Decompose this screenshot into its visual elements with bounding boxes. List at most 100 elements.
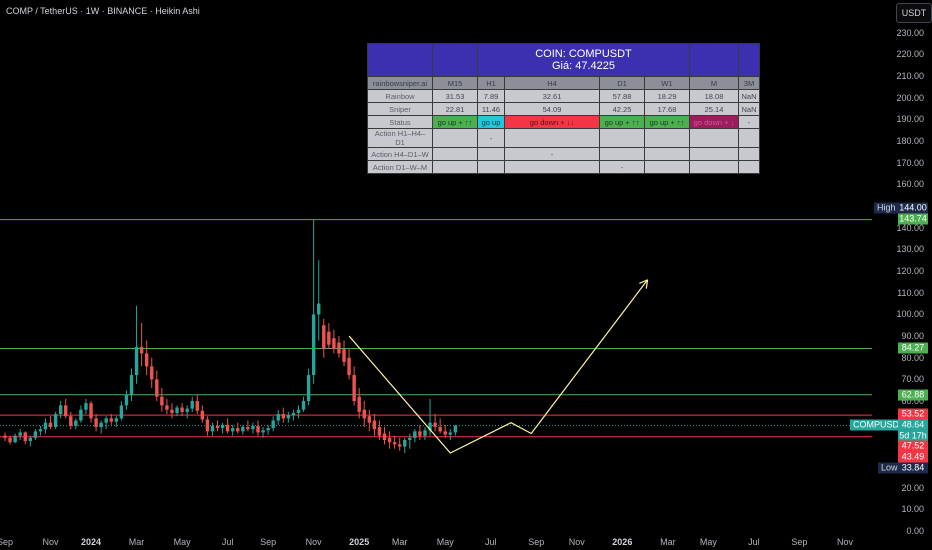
candle-body: [210, 425, 215, 432]
y-tick-label: 140.00: [896, 222, 924, 233]
arrowhead-stroke: [639, 279, 648, 284]
candle-body: [124, 394, 129, 406]
current-price-tag: 48.64: [898, 419, 928, 431]
table-cell: 18.29: [644, 89, 690, 103]
candle-body: [403, 440, 407, 447]
candle-body: [23, 432, 27, 442]
table-header-row: COIN: COMPUSDT Giá: 47.4225: [367, 43, 760, 77]
indicator-table: COIN: COMPUSDT Giá: 47.4225 rainbowsnipe…: [367, 43, 760, 174]
y-tick-label: 220.00: [896, 49, 924, 60]
candle-body: [266, 428, 270, 431]
status-cell: go down + ↓↓: [504, 115, 600, 129]
candle-body: [256, 425, 260, 433]
candle-body: [311, 314, 316, 376]
coin-name: COIN: COMPUSDT: [535, 48, 632, 60]
y-tick-label: 190.00: [896, 114, 924, 125]
candle-body: [286, 415, 291, 419]
candle-body: [367, 416, 372, 423]
symbol-title[interactable]: COMP / TetherUS · 1W · BINANCE · Heikin …: [6, 6, 200, 16]
candle-body: [64, 405, 68, 417]
table-cell: [432, 128, 478, 148]
column-header: H1: [477, 76, 505, 90]
x-tick-label: Mar: [391, 537, 408, 547]
column-header: 3M: [738, 76, 760, 90]
high-price-tag: 144.00: [898, 202, 928, 214]
status-cell: go up + ↑↑: [644, 115, 690, 129]
level-price-tag: 62.88: [898, 389, 928, 401]
candle-body: [225, 424, 230, 432]
candle-body: [352, 375, 356, 402]
x-tick-label: Mar: [660, 537, 676, 547]
x-tick-label: May: [173, 537, 191, 547]
y-tick-label: 80.00: [901, 352, 924, 363]
currency-button[interactable]: USDT: [896, 3, 932, 23]
candle-body: [139, 346, 144, 354]
table-cell: 22.81: [432, 102, 478, 116]
level-price-tag: 53.52: [898, 408, 928, 420]
table-cell: 11.46: [477, 102, 505, 116]
candle-body: [195, 401, 199, 411]
x-tick-label: Jul: [221, 537, 234, 547]
table-cell: -: [477, 128, 505, 148]
candle-body: [8, 437, 12, 443]
candle-body: [438, 427, 442, 432]
y-tick-label: 230.00: [896, 27, 924, 38]
candle-body: [28, 437, 32, 442]
candle-body: [337, 342, 341, 354]
candle-body: [433, 422, 437, 428]
status-cell: go up + ↑↑: [599, 115, 645, 129]
candle-body: [79, 409, 83, 421]
candle-body: [317, 303, 321, 315]
x-tick-label: Mar: [128, 537, 145, 547]
candle-body: [448, 432, 452, 435]
candle-body: [205, 419, 210, 432]
candle-body: [276, 414, 280, 421]
candle-body: [13, 435, 17, 443]
candle-body: [220, 424, 225, 429]
table-cell: [477, 160, 505, 174]
symbol-price-label: COMPUSDT: [850, 419, 908, 431]
row-label: Action D1–W–M: [367, 160, 433, 174]
y-tick-label: 200.00: [896, 92, 924, 103]
candle-body: [246, 427, 250, 430]
y-tick-label: 170.00: [896, 157, 924, 168]
column-header: W1: [644, 76, 690, 90]
table-cell: 25.14: [689, 102, 739, 116]
table-cell: [689, 160, 739, 174]
candle-body: [48, 422, 53, 428]
x-tick-label: 2024: [81, 537, 102, 547]
status-cell: go down + ↓: [689, 115, 739, 129]
candle-body: [443, 431, 447, 435]
candle-body: [134, 346, 139, 376]
y-tick-label: 100.00: [896, 309, 924, 320]
candle-body: [413, 431, 417, 438]
low-label: Low: [878, 462, 901, 474]
support-resistance-levels: [0, 219, 872, 438]
table-row: Action H1–H4–D1 -: [367, 128, 760, 148]
x-tick-label: Nov: [305, 537, 322, 547]
candle-body: [119, 405, 124, 419]
table-cell: 54.09: [504, 102, 600, 116]
candle-body: [251, 425, 255, 430]
candle-body: [185, 408, 189, 412]
column-header: rainbowsniper.ai: [367, 76, 433, 90]
candle-body: [38, 429, 43, 432]
candle-body: [3, 435, 7, 438]
y-tick-label: 60.00: [901, 396, 924, 407]
candle-body: [236, 428, 240, 432]
y-tick-label: 160.00: [896, 179, 924, 190]
table-cell: 7.89: [477, 89, 505, 103]
x-tick-label: 2026: [612, 537, 633, 547]
row-label: Status: [367, 115, 433, 129]
level-price-tag: 84.27: [898, 342, 928, 354]
x-tick-label: 2025: [349, 537, 370, 547]
candle-body: [362, 409, 366, 419]
table-cell: 17.68: [644, 102, 690, 116]
column-header: D1: [599, 76, 645, 90]
candle-body: [296, 409, 301, 413]
candlestick-series: [3, 219, 458, 454]
level-price-tag: 143.74: [898, 213, 928, 225]
x-tick-label: Sep: [260, 537, 277, 547]
y-tick-label: 90.00: [901, 331, 924, 342]
